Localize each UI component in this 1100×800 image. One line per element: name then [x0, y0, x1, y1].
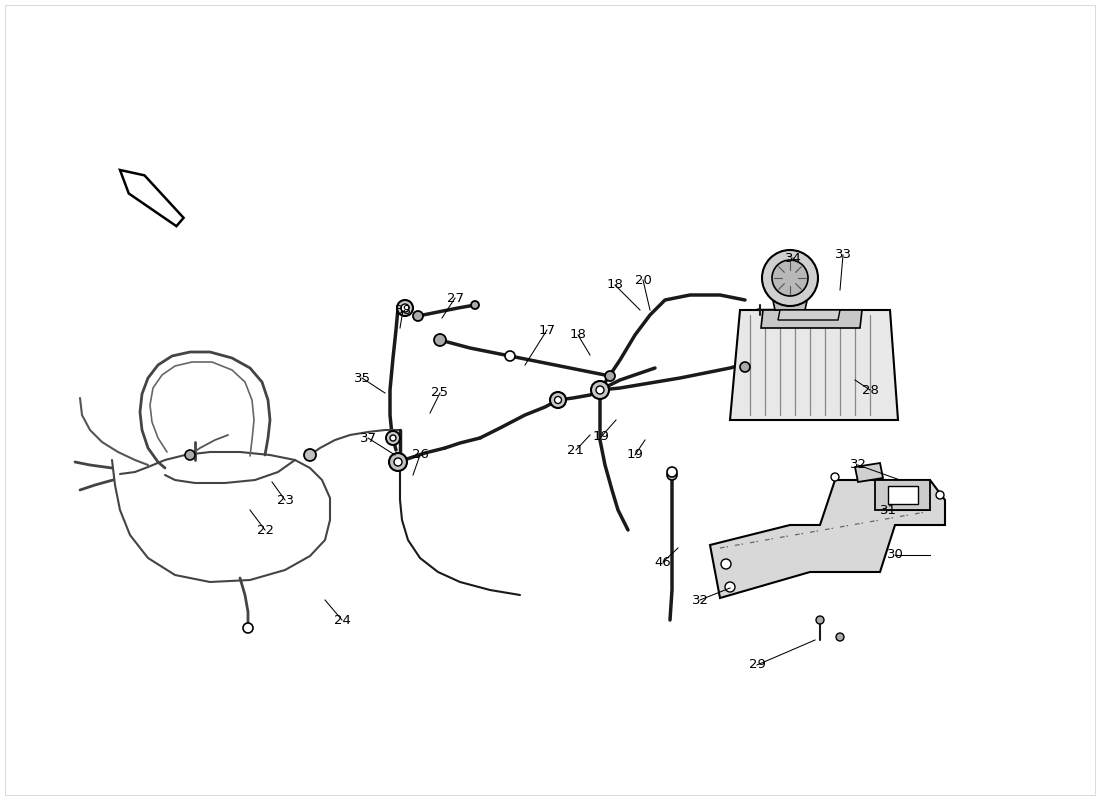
- Circle shape: [836, 633, 844, 641]
- Polygon shape: [772, 296, 808, 310]
- Text: 31: 31: [880, 503, 896, 517]
- Text: 30: 30: [887, 549, 903, 562]
- Circle shape: [394, 458, 402, 466]
- Text: 22: 22: [256, 523, 274, 537]
- Polygon shape: [120, 170, 184, 226]
- Text: 37: 37: [360, 431, 376, 445]
- Circle shape: [720, 559, 732, 569]
- Circle shape: [390, 435, 396, 441]
- Polygon shape: [761, 310, 862, 328]
- Text: 28: 28: [861, 383, 879, 397]
- Circle shape: [667, 470, 676, 480]
- Circle shape: [471, 301, 478, 309]
- Text: 19: 19: [627, 449, 644, 462]
- Circle shape: [596, 386, 604, 394]
- Text: 46: 46: [654, 555, 671, 569]
- Circle shape: [605, 371, 615, 381]
- Polygon shape: [888, 486, 918, 504]
- Text: 27: 27: [447, 291, 463, 305]
- Circle shape: [505, 351, 515, 361]
- Circle shape: [550, 392, 566, 408]
- Circle shape: [402, 304, 409, 312]
- Circle shape: [830, 473, 839, 481]
- Text: 35: 35: [353, 371, 371, 385]
- Circle shape: [386, 431, 400, 445]
- Text: 17: 17: [539, 323, 556, 337]
- Circle shape: [936, 491, 944, 499]
- Text: 21: 21: [568, 443, 584, 457]
- Circle shape: [772, 260, 808, 296]
- Text: 33: 33: [835, 249, 851, 262]
- Circle shape: [412, 311, 424, 321]
- Circle shape: [591, 381, 609, 399]
- Text: 25: 25: [431, 386, 449, 399]
- Polygon shape: [730, 310, 898, 420]
- Text: 32: 32: [849, 458, 867, 471]
- Circle shape: [389, 453, 407, 471]
- Polygon shape: [874, 480, 929, 510]
- Circle shape: [740, 362, 750, 372]
- Circle shape: [185, 450, 195, 460]
- Text: 34: 34: [784, 251, 802, 265]
- Polygon shape: [778, 310, 840, 320]
- Text: 38: 38: [395, 303, 411, 317]
- Circle shape: [667, 467, 676, 477]
- Text: 18: 18: [606, 278, 624, 291]
- Circle shape: [434, 334, 446, 346]
- Circle shape: [243, 623, 253, 633]
- Polygon shape: [855, 463, 883, 482]
- Circle shape: [725, 582, 735, 592]
- Text: 20: 20: [635, 274, 651, 286]
- Polygon shape: [710, 480, 945, 598]
- Circle shape: [397, 300, 412, 316]
- Circle shape: [554, 397, 561, 403]
- Text: 32: 32: [692, 594, 708, 606]
- Text: 19: 19: [593, 430, 609, 443]
- Text: 24: 24: [333, 614, 351, 626]
- Circle shape: [762, 250, 818, 306]
- Circle shape: [816, 616, 824, 624]
- Text: 18: 18: [570, 329, 586, 342]
- Text: 29: 29: [749, 658, 766, 671]
- Text: 26: 26: [411, 449, 428, 462]
- Circle shape: [304, 449, 316, 461]
- Text: 23: 23: [276, 494, 294, 506]
